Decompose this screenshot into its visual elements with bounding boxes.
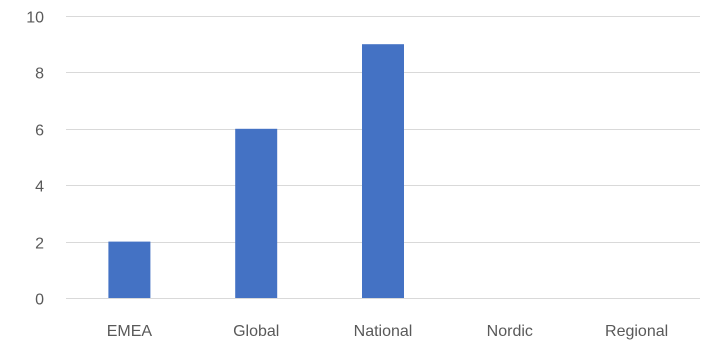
y-tick-label: 10 <box>26 10 44 27</box>
bar-global <box>235 128 278 298</box>
y-tick-label: 4 <box>35 179 44 196</box>
x-axis-category-labels: EMEA Global National Nordic Regional <box>107 323 668 340</box>
x-category-label: Global <box>233 323 279 340</box>
x-category-label: EMEA <box>107 323 153 340</box>
y-tick-label: 6 <box>35 123 44 140</box>
bars <box>108 44 404 299</box>
bar-emea <box>108 241 151 298</box>
y-axis-tick-labels: 0 2 4 6 8 10 <box>26 10 44 309</box>
y-tick-label: 0 <box>35 292 44 309</box>
x-category-label: Nordic <box>487 323 533 340</box>
bar-national <box>362 44 404 299</box>
y-tick-label: 8 <box>35 66 44 83</box>
x-category-label: Regional <box>605 323 668 340</box>
x-category-label: National <box>354 323 413 340</box>
y-tick-label: 2 <box>35 236 44 253</box>
